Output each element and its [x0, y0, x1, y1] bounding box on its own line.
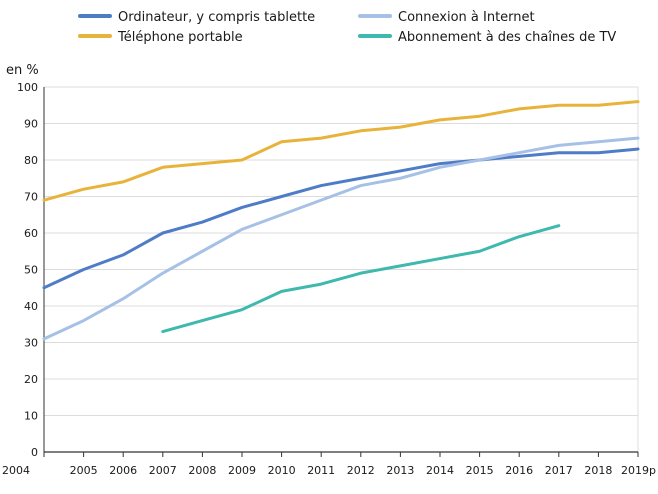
- y-tick-label: 40: [24, 300, 38, 313]
- y-tick-label: 90: [24, 118, 38, 131]
- gridlines: [44, 86, 639, 452]
- legend-item: Ordinateur, y compris tablette: [78, 10, 315, 25]
- y-tick-label: 60: [24, 227, 38, 240]
- x-tick-label: 2005: [70, 464, 98, 477]
- x-tick-label: 2016: [505, 464, 533, 477]
- legend-item: Connexion à Internet: [358, 10, 535, 25]
- legend-label: Téléphone portable: [117, 30, 243, 45]
- x-tick-label: 2004: [2, 464, 30, 477]
- legend-item: Abonnement à des chaînes de TV: [358, 30, 616, 45]
- x-tick-label: 2015: [466, 464, 494, 477]
- series-line-2: [42, 100, 640, 202]
- x-tick-label: 2019p: [621, 464, 656, 477]
- y-tick-label: 80: [24, 154, 38, 167]
- legend-label: Ordinateur, y compris tablette: [118, 10, 315, 25]
- legend-label: Connexion à Internet: [398, 10, 535, 25]
- x-tick-label: 2008: [188, 464, 216, 477]
- y-unit-label: en %: [6, 63, 39, 78]
- series-lines: [42, 100, 640, 341]
- y-tick-label: 50: [24, 264, 38, 277]
- y-tick-label: 30: [24, 337, 38, 350]
- x-tick-label: 2013: [386, 464, 414, 477]
- legend-label: Abonnement à des chaînes de TV: [398, 30, 616, 45]
- x-axis: 2004 2005 2006 2007 2008 2009 2010 2011 2012 2013…: [2, 451, 656, 477]
- legend-item: Téléphone portable: [78, 30, 243, 45]
- x-tick-label: 2009: [228, 464, 256, 477]
- series-line-4: [161, 224, 561, 334]
- x-tick-label: 2018: [584, 464, 612, 477]
- x-tick-label: 2011: [307, 464, 335, 477]
- series-line-1: [42, 147, 640, 290]
- y-tick-label: 0: [31, 446, 38, 459]
- x-tick-label: 2012: [347, 464, 375, 477]
- y-tick-label: 70: [24, 191, 38, 204]
- x-tick-label: 2007: [149, 464, 177, 477]
- y-tick-label: 10: [24, 410, 38, 423]
- x-tick-label: 2006: [109, 464, 137, 477]
- legend: Ordinateur, y compris tablette Téléphone …: [78, 10, 616, 45]
- x-tick-label: 2017: [545, 464, 573, 477]
- x-tick-label: 2014: [426, 464, 454, 477]
- y-axis: 0 10 20 30 40 50 60 70 80 90 100: [17, 81, 45, 459]
- y-tick-label: 20: [24, 373, 38, 386]
- y-tick-label: 100: [17, 81, 38, 94]
- series-line-3: [42, 136, 640, 341]
- x-tick-label: 2010: [268, 464, 296, 477]
